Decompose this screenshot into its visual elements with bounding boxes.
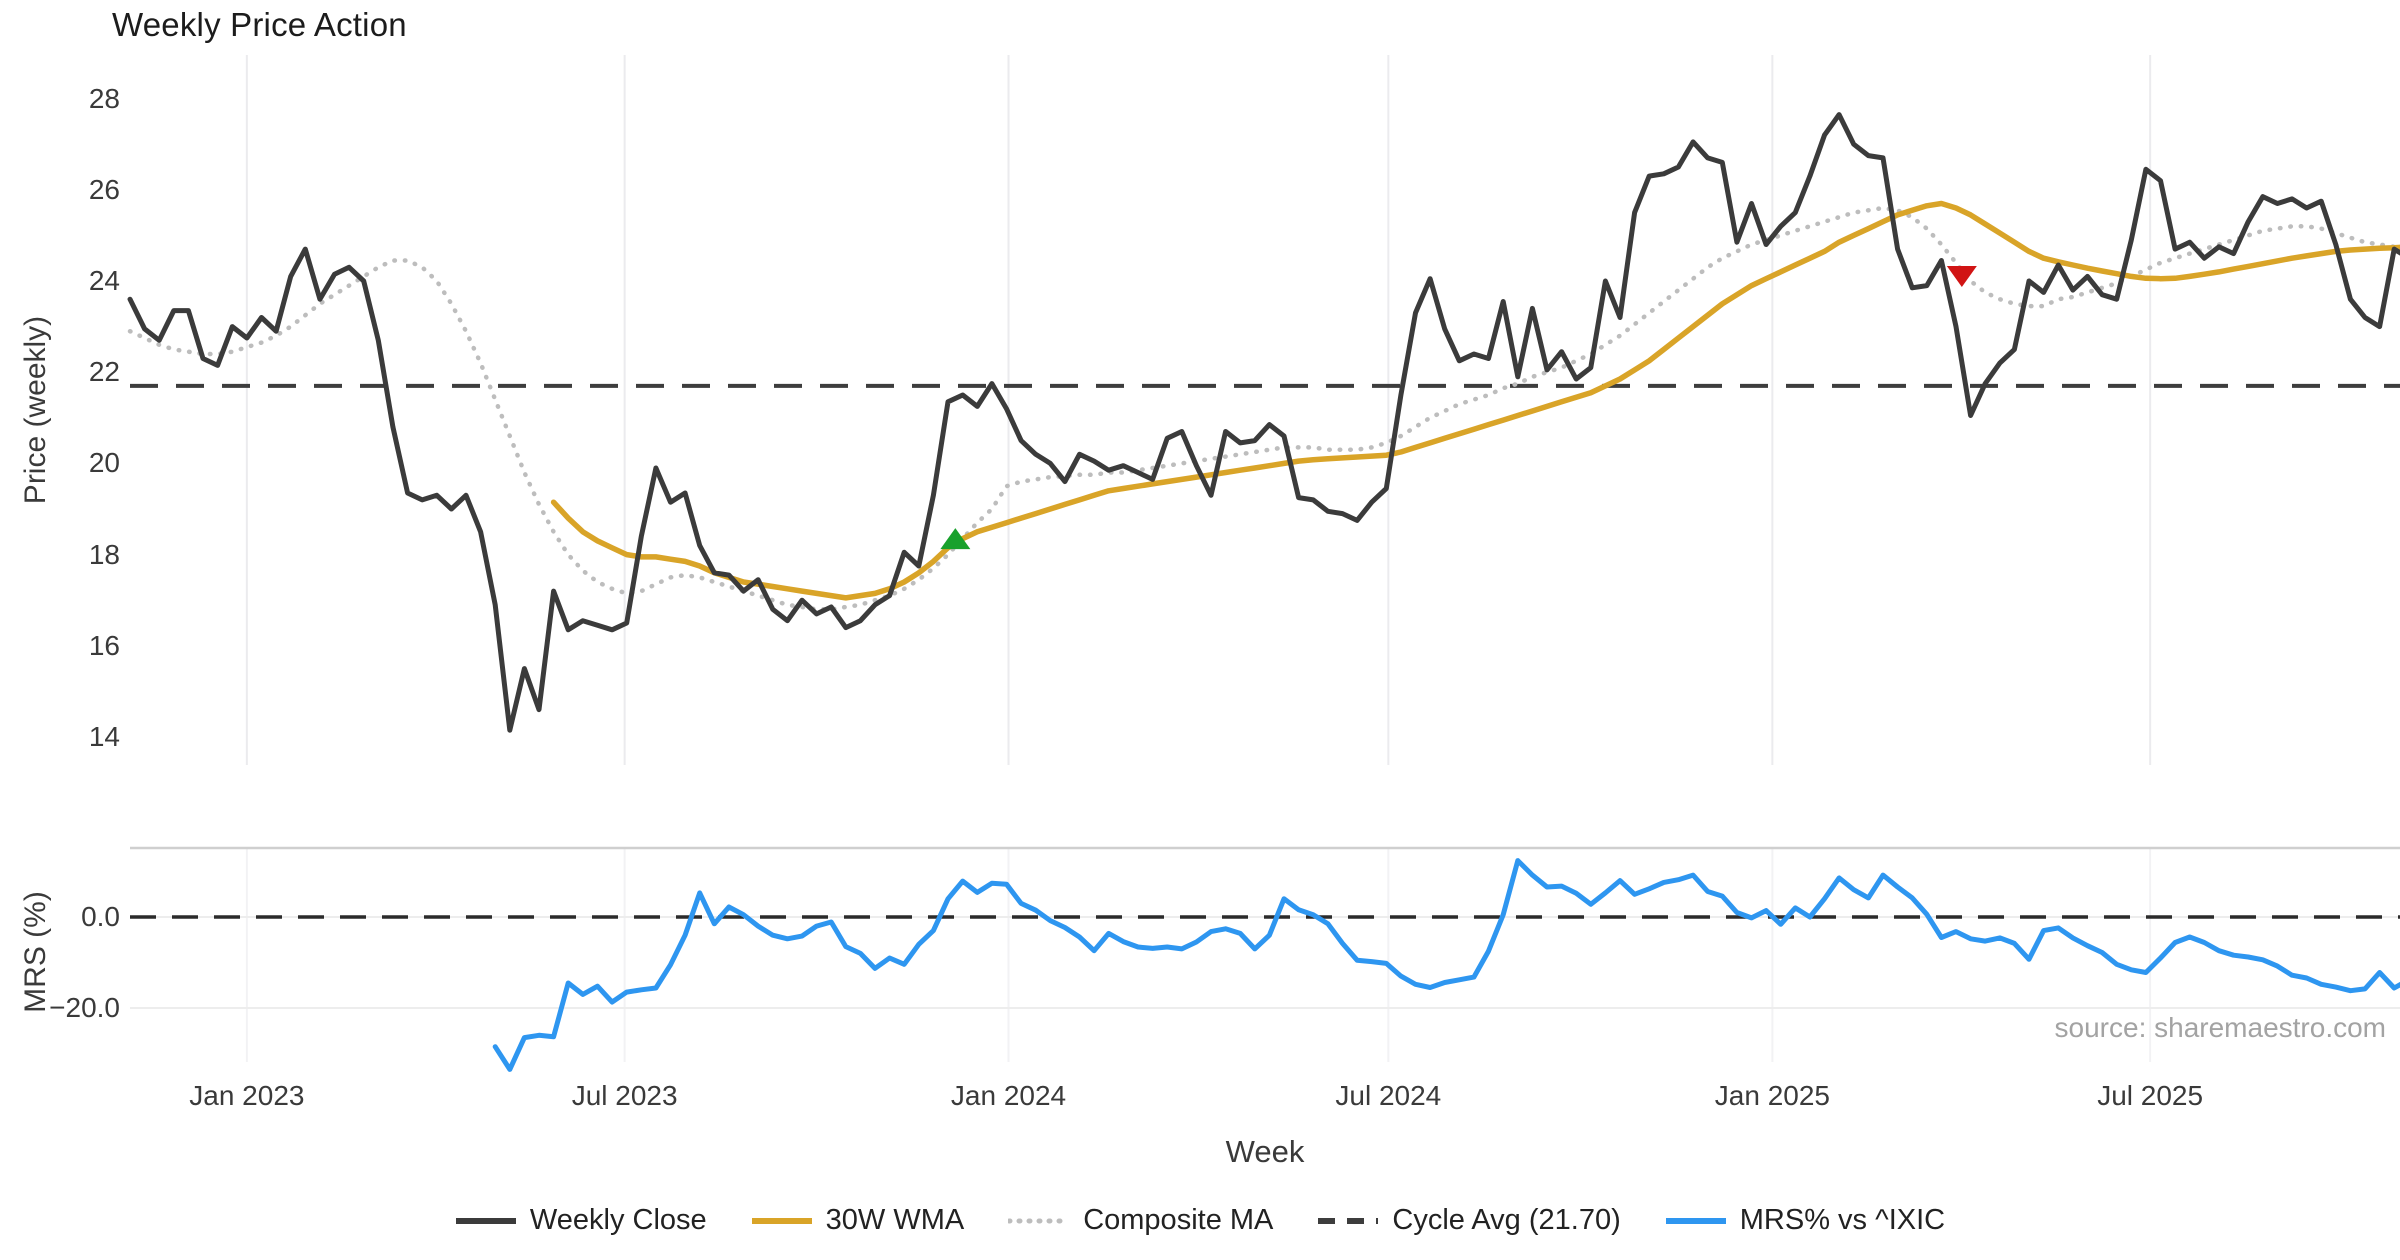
legend-label: Weekly Close: [529, 1204, 707, 1236]
tick-label: Jan 2025: [1714, 1080, 1830, 1111]
legend-item-mrs[interactable]: MRS% vs ^IXIC: [1665, 1204, 1945, 1237]
source-note: source: sharemaestro.com: [2054, 1012, 2386, 1043]
legend-item-cycle-avg[interactable]: Cycle Avg (21.70): [1317, 1204, 1621, 1237]
tick-label: −20.0: [49, 992, 120, 1023]
legend-label: Composite MA: [1083, 1204, 1274, 1236]
legend-label: MRS% vs ^IXIC: [1739, 1204, 1946, 1236]
legend-item-30w-wma[interactable]: 30W WMA: [751, 1204, 965, 1237]
tick-label: Jul 2025: [2097, 1080, 2204, 1111]
cycle-avg-dashed-swatch-icon: [1318, 1217, 1379, 1224]
tick-label: 28: [88, 82, 120, 114]
tick-label: Jul 2024: [1335, 1080, 1442, 1111]
tick-label: 22: [88, 356, 120, 388]
legend-item-composite-ma[interactable]: Composite MA: [1008, 1204, 1273, 1237]
tick-label: 14: [88, 721, 120, 752]
x-axis-title: Week: [1225, 1134, 1305, 1169]
wma-line-swatch-icon: [751, 1217, 812, 1224]
legend-item-weekly-close[interactable]: Weekly Close: [455, 1204, 707, 1237]
tick-label: Jan 2024: [950, 1080, 1067, 1111]
mrs-line-swatch-icon: [1665, 1217, 1726, 1224]
tick-label: 0.0: [81, 901, 120, 932]
chart-title: Weekly Price Action: [112, 6, 407, 43]
weekly-close-line-swatch-icon: [455, 1217, 516, 1224]
tick-label: 20: [88, 447, 120, 479]
tick-label: Jul 2023: [571, 1080, 678, 1111]
composite-ma-dotted-swatch-icon: [1008, 1218, 1071, 1223]
tick-label: 26: [88, 173, 120, 205]
legend: Weekly Close 30W WMA Composite MA Cycle …: [0, 1204, 2400, 1237]
legend-label: Cycle Avg (21.70): [1392, 1204, 1621, 1236]
tick-label: Jan 2023: [189, 1080, 305, 1111]
tick-label: 18: [88, 538, 120, 570]
legend-label: 30W WMA: [825, 1204, 965, 1236]
tick-label: 24: [88, 265, 120, 296]
tick-label: 16: [88, 629, 120, 661]
